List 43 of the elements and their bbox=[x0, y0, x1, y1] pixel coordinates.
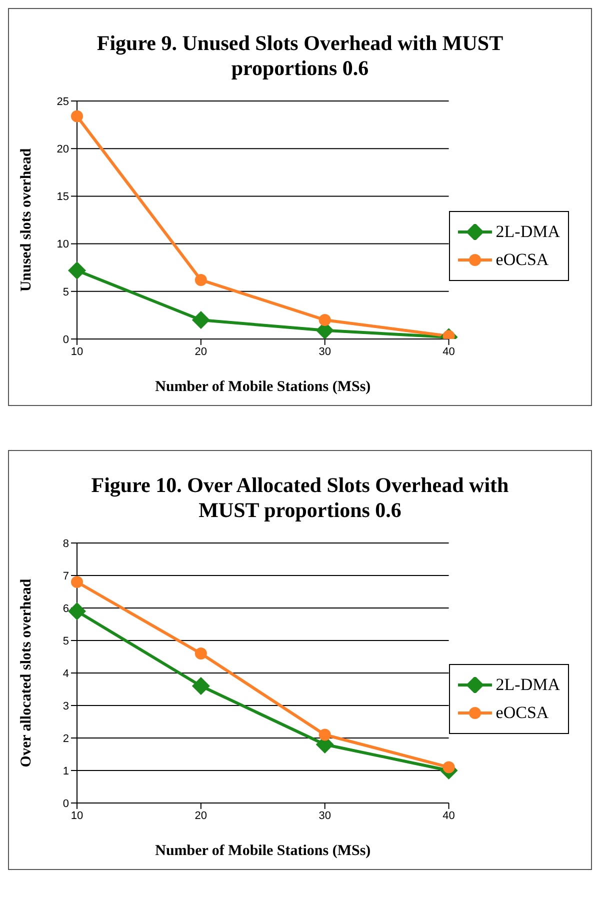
point bbox=[68, 602, 86, 620]
x-tick-label: 30 bbox=[318, 810, 331, 822]
chart-title: Figure 10. Over Allocated Slots Overhead with MUST proportions 0.6 bbox=[90, 472, 510, 524]
y-axis-title: Over allocated slots overhead bbox=[18, 578, 34, 768]
y-tick-label: 0 bbox=[62, 798, 69, 810]
x-axis-title: Number of Mobile Stations (MSs) bbox=[155, 379, 371, 395]
x-tick-label: 30 bbox=[318, 346, 331, 358]
legend-label: 2L-DMA bbox=[496, 222, 560, 242]
point bbox=[442, 761, 455, 774]
point bbox=[318, 314, 331, 326]
legend-label: 2L-DMA bbox=[496, 675, 560, 695]
x-tick-label: 20 bbox=[194, 810, 208, 822]
x-tick-label: 10 bbox=[70, 810, 84, 822]
y-tick-label: 4 bbox=[62, 668, 69, 680]
point bbox=[68, 261, 86, 280]
legend-label: eOCSA bbox=[496, 250, 549, 270]
x-tick-label: 20 bbox=[194, 346, 208, 358]
chart-title: Figure 9. Unused Slots Overhead with MUST proportions 0.6 bbox=[96, 30, 504, 82]
x-tick-label: 40 bbox=[442, 810, 455, 822]
y-tick-label: 10 bbox=[56, 238, 69, 251]
y-tick-label: 5 bbox=[62, 635, 69, 648]
y-tick-label: 1 bbox=[62, 765, 69, 778]
point bbox=[192, 310, 210, 329]
y-tick-label: 6 bbox=[62, 602, 69, 615]
y-tick-label: 8 bbox=[62, 538, 69, 550]
x-tick-label: 40 bbox=[442, 346, 455, 358]
y-tick-label: 0 bbox=[62, 334, 69, 346]
legend-label: eOCSA bbox=[496, 703, 549, 723]
point bbox=[71, 110, 83, 122]
y-tick-label: 5 bbox=[62, 286, 69, 298]
point bbox=[318, 728, 331, 741]
point bbox=[194, 648, 207, 660]
point bbox=[194, 274, 207, 286]
y-tick-label: 25 bbox=[56, 96, 69, 108]
x-tick-label: 10 bbox=[70, 346, 84, 358]
y-tick-label: 3 bbox=[62, 700, 69, 712]
y-tick-label: 7 bbox=[62, 570, 69, 582]
y-axis-title: Unused slots overhead bbox=[18, 148, 34, 292]
point bbox=[192, 677, 210, 695]
y-tick-label: 2 bbox=[62, 732, 69, 745]
x-axis-title: Number of Mobile Stations (MSs) bbox=[155, 843, 371, 859]
y-tick-label: 15 bbox=[56, 191, 69, 204]
y-tick-label: 20 bbox=[56, 144, 69, 156]
